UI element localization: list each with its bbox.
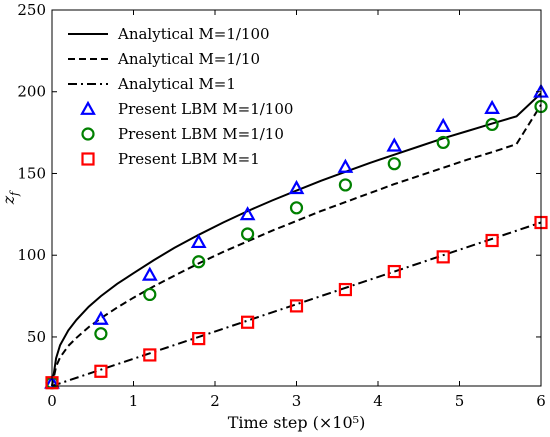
data-point-circle [241, 227, 255, 241]
data-point-triangle [239, 206, 256, 221]
y-tick-label: 200 [17, 83, 46, 101]
data-point-square [387, 264, 401, 279]
data-point-square [338, 282, 352, 297]
y-axis-label: zf [0, 190, 21, 205]
y-tick-label: 50 [27, 328, 46, 346]
x-tick-label: 1 [129, 392, 139, 410]
data-point-triangle [435, 117, 452, 132]
y-tick-label: 100 [17, 246, 46, 264]
data-point-circle [485, 117, 499, 132]
data-point-triangle [288, 179, 305, 195]
data-point-circle [289, 201, 304, 215]
data-point-square [436, 250, 450, 264]
x-tick-label: 0 [47, 392, 57, 410]
legend-marker-triangle [80, 100, 96, 115]
data-point-square [94, 364, 108, 378]
y-tick-label: 150 [17, 164, 46, 182]
x-tick-label: 2 [210, 392, 220, 410]
data-point-triangle [337, 158, 354, 173]
x-tick-label: 6 [536, 392, 546, 410]
series-line-1 [51, 104, 542, 387]
data-point-square [192, 331, 206, 346]
data-point-circle [338, 178, 352, 192]
data-point-circle [143, 287, 157, 302]
legend-label-4: Present LBM M=1/10 [118, 125, 284, 143]
x-tick-label: 5 [455, 392, 465, 410]
data-point-square [289, 299, 304, 313]
data-point-circle [94, 327, 108, 341]
legend-label-0: Analytical M=1/100 [117, 25, 270, 43]
legend-label-2: Analytical M=1 [117, 75, 236, 93]
data-point-circle [387, 157, 401, 171]
data-point-square [143, 348, 157, 362]
legend-label-5: Present LBM M=1 [118, 150, 260, 168]
data-point-square [241, 315, 255, 329]
data-point-triangle [484, 99, 500, 114]
data-point-circle [192, 255, 206, 269]
chart-axes: 0 1 2 3 4 5 6 50 100 150 200 250 Time step (×10⁵) zf [0, 1, 546, 432]
x-tick-label: 3 [292, 392, 302, 410]
legend-marker-circle [81, 127, 95, 141]
x-tick-label: 4 [373, 392, 383, 410]
chart-marks [44, 83, 549, 390]
legend-label-3: Present LBM M=1/100 [118, 100, 293, 118]
data-point-triangle [190, 233, 207, 249]
data-point-circle [436, 135, 450, 150]
y-tick-label: 250 [17, 1, 46, 19]
legend: Analytical M=1/100 Analytical M=1/10 Analy… [68, 25, 293, 168]
data-point-triangle [93, 310, 109, 325]
data-point-square [485, 233, 499, 248]
data-point-triangle [386, 137, 403, 152]
legend-marker-square [81, 152, 95, 166]
legend-label-1: Analytical M=1/10 [117, 50, 260, 68]
x-axis-label: Time step (×10⁵) [228, 413, 366, 432]
series-line-2 [51, 221, 542, 387]
data-point-triangle [141, 266, 158, 281]
